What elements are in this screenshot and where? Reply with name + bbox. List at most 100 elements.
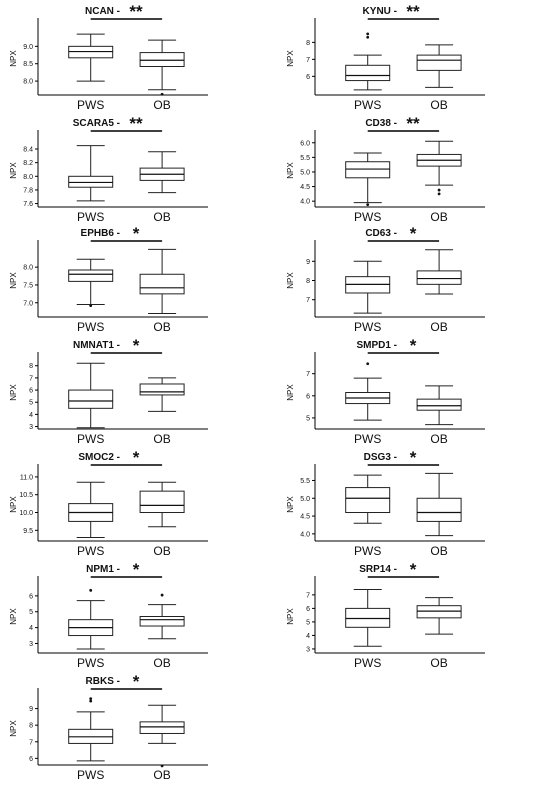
y-axis-label: NPX [286,50,295,67]
y-axis-label: NPX [286,384,295,401]
y-tick-label: 3 [29,641,33,648]
y-tick-label: 4.0 [300,199,310,206]
y-axis-label: NPX [9,608,18,625]
iqr-box [416,270,462,285]
y-tick-label: 9 [306,259,310,266]
y-axis-label: NPX [286,272,295,289]
outlier-point [437,192,441,196]
chart-panel: KYNU - ** NPX 6 7 8 PWS OB [286,2,485,112]
chart-title: SMOC2 - [78,452,120,463]
significance-marker: * [410,560,417,579]
y-tick-label: 7.8 [23,187,33,194]
outlier-point [366,203,370,207]
y-tick-label: 7 [29,739,33,746]
y-tick-label: 6 [29,388,33,395]
iqr-box [68,175,114,188]
y-tick-label: 8.5 [23,61,33,68]
y-tick-label: 10.5 [19,492,33,499]
x-category-label: OB [153,768,170,782]
y-tick-label: 8.2 [23,160,33,167]
box-ob [139,481,185,528]
x-category-label: OB [430,656,447,670]
box-ob [416,472,462,537]
x-category-label: PWS [354,656,381,670]
box-pws [345,362,391,421]
box-pws [345,260,391,314]
y-axis-label: NPX [9,720,18,737]
chart-panel: NMNAT1 - * NPX 3 4 5 6 7 8 PWS OB [9,336,208,446]
chart-title: SRP14 - [359,564,397,575]
x-category-label: OB [430,320,447,334]
y-axis-label: NPX [286,496,295,513]
x-category-label: PWS [354,432,381,446]
iqr-box [345,607,391,628]
x-category-label: OB [430,210,447,224]
y-tick-label: 8 [306,278,310,285]
box-pws [68,362,114,429]
x-category-label: PWS [77,544,104,558]
y-tick-label: 9.0 [23,44,33,51]
box-pws [345,588,391,647]
y-tick-label: 7.0 [23,300,33,307]
box-ob [139,593,185,640]
y-tick-label: 8 [29,723,33,730]
box-pws [68,697,114,762]
chart-title: KYNU - [363,6,397,17]
y-tick-label: 7 [306,297,310,304]
y-tick-label: 8.0 [23,79,33,86]
x-category-label: PWS [77,98,104,112]
iqr-box [139,490,185,514]
y-tick-label: 8 [306,40,310,47]
y-tick-label: 8.0 [23,174,33,181]
y-tick-label: 4 [29,412,33,419]
y-tick-label: 3 [306,646,310,653]
significance-marker: ** [406,2,420,21]
box-pws [68,481,114,538]
x-category-label: OB [153,98,170,112]
iqr-box [139,616,185,627]
box-pws [345,152,391,207]
y-tick-label: 4.5 [300,514,310,521]
y-tick-label: 4 [29,625,33,632]
chart-panel: NCAN - ** NPX 8.0 8.5 9.0 PWS OB [9,2,208,112]
iqr-box [139,721,185,734]
x-category-label: OB [153,544,170,558]
outlier-point [89,697,93,701]
x-category-label: OB [153,656,170,670]
outlier-point [366,35,370,39]
y-tick-label: 8.0 [23,265,33,272]
chart-panel: NPM1 - * NPX 3 4 5 6 PWS OB [9,560,208,670]
chart-panel: SCARA5 - ** NPX 7.6 7.8 8.0 8.2 8.4 PWS OB [9,114,208,224]
y-tick-label: 5.5 [300,155,310,162]
y-tick-label: 8 [29,363,33,370]
chart-title: NMNAT1 - [73,340,120,351]
y-tick-label: 7 [306,57,310,64]
box-ob [139,151,185,194]
y-axis-label: NPX [9,496,18,513]
box-pws [345,32,391,91]
chart-title: SMPD1 - [356,340,397,351]
y-tick-label: 6 [306,606,310,613]
iqr-box [139,273,185,295]
iqr-box [416,605,462,619]
y-tick-label: 9 [29,706,33,713]
iqr-box [345,64,391,82]
y-axis-label: NPX [9,162,18,179]
significance-marker: ** [129,2,143,21]
chart-title: NPM1 - [86,564,120,575]
iqr-box [345,161,391,179]
chart-title: NCAN - [85,6,120,17]
iqr-box [345,487,391,514]
x-category-label: PWS [354,98,381,112]
iqr-box [416,54,462,71]
chart-panel: DSG3 - * NPX 4.0 4.5 5.0 5.5 PWS OB [286,448,485,558]
chart-panel: CD63 - * NPX 7 8 9 PWS OB [286,224,485,334]
iqr-box [68,389,114,409]
y-tick-label: 4.5 [300,184,310,191]
y-tick-label: 6 [306,393,310,400]
box-pws [68,33,114,82]
x-category-label: PWS [77,432,104,446]
y-tick-label: 6 [29,593,33,600]
significance-marker: * [133,224,140,243]
x-category-label: OB [153,320,170,334]
